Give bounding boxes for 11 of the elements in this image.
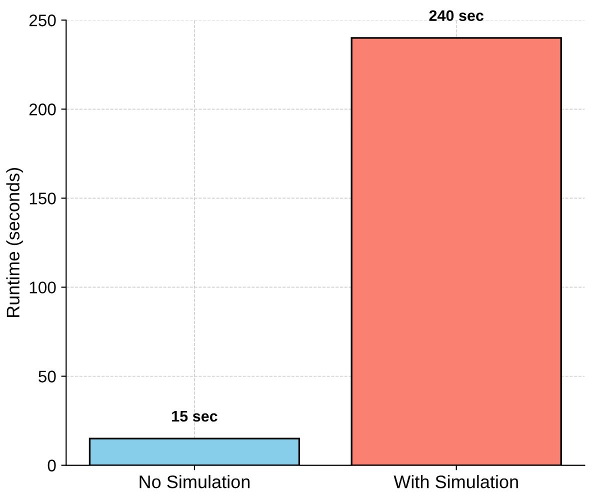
x-tick-label: With Simulation — [394, 474, 518, 488]
y-tick-label: 150 — [30, 192, 56, 204]
y-tick-label: 200 — [29, 104, 56, 116]
y-tick-label: 100 — [30, 282, 56, 294]
data-label: 15 sec — [172, 410, 218, 422]
y-tick-label: 0 — [48, 460, 56, 472]
y-tick-label: 50 — [38, 370, 56, 382]
x-tick-label: No Simulation — [140, 474, 250, 488]
y-axis-title: Runtime (seconds) — [6, 168, 24, 317]
y-tick-label: 250 — [29, 14, 56, 26]
data-label: 240 sec — [429, 10, 484, 22]
